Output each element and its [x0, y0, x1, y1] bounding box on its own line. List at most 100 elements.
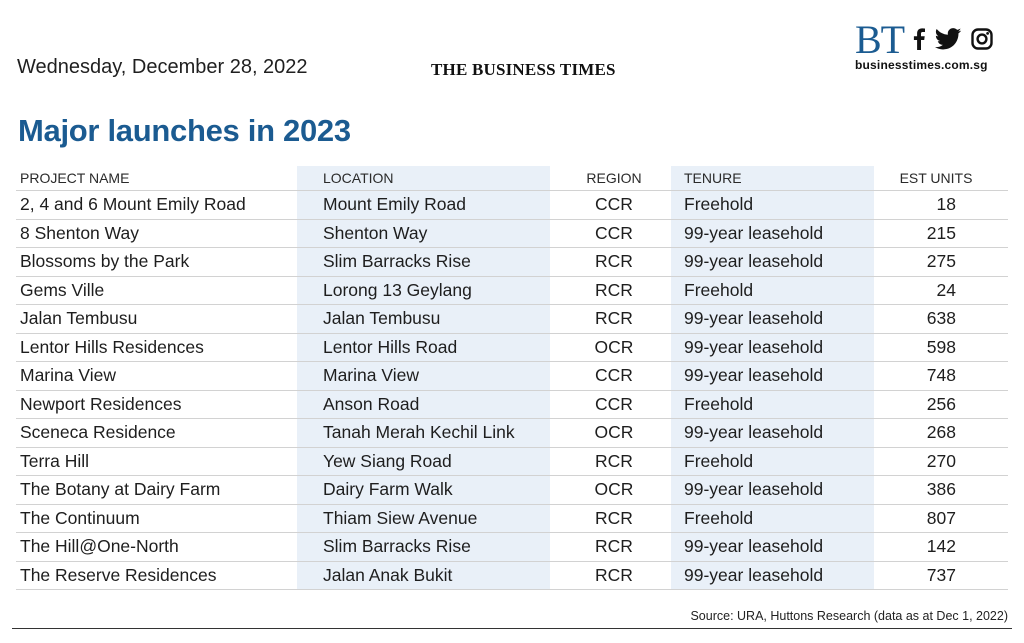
project-name-cell: Terra Hill — [20, 450, 90, 471]
location-cell: Lorong 13 Geylang — [323, 279, 472, 300]
est-units-cell: 270 — [926, 450, 956, 471]
est-units-cell: 24 — [936, 279, 956, 300]
est-units-cell: 807 — [926, 507, 956, 528]
region-cell: RCR — [595, 308, 633, 329]
region-cell: OCR — [594, 422, 634, 443]
location-cell: Marina View — [323, 365, 419, 386]
table-row: Blossoms by the Park Slim Barracks Rise RC… — [16, 248, 1008, 277]
region-cell: RCR — [595, 251, 633, 272]
location-cell: Anson Road — [323, 393, 420, 414]
est-units-cell: 386 — [926, 479, 956, 500]
tenure-cell: 99-year leasehold — [684, 308, 824, 329]
social-links — [913, 28, 993, 50]
region-cell: RCR — [595, 279, 633, 300]
est-units-cell: 142 — [926, 536, 956, 557]
masthead: THE BUSINESS TIMES — [431, 60, 616, 79]
launches-table: PROJECT NAME LOCATION REGION TENURE EST … — [16, 166, 1008, 590]
location-cell: Dairy Farm Walk — [323, 479, 453, 500]
source-note: Source: URA, Huttons Research (data as a… — [690, 609, 1008, 623]
location-cell: Slim Barracks Rise — [323, 536, 471, 557]
location-cell: Mount Emily Road — [323, 194, 466, 215]
table-row: Jalan Tembusu Jalan Tembusu RCR 99-year lea… — [16, 305, 1008, 334]
est-units-cell: 748 — [926, 365, 956, 386]
tenure-column-shade — [671, 166, 874, 589]
table-row: 8 Shenton Way Shenton Way CCR 99-year lease… — [16, 220, 1008, 248]
location-cell: Jalan Tembusu — [323, 308, 441, 329]
project-name-cell: Newport Residences — [20, 393, 182, 414]
brand-block: BT businesstimes.com.sg — [855, 20, 1005, 76]
location-cell: Slim Barracks Rise — [323, 251, 471, 272]
est-units-cell: 18 — [936, 194, 956, 215]
website-label: businesstimes.com.sg — [855, 58, 988, 72]
tenure-cell: 99-year leasehold — [684, 536, 824, 557]
table-row: Lentor Hills Residences Lentor Hills Road… — [16, 334, 1008, 362]
tenure-cell: Freehold — [684, 450, 754, 471]
tenure-cell: Freehold — [684, 279, 754, 300]
project-name-cell: Marina View — [20, 365, 116, 386]
twitter-icon[interactable] — [934, 28, 962, 50]
bottom-rule — [12, 628, 1012, 629]
est-units-cell: 215 — [926, 222, 956, 243]
est-units-cell: 256 — [926, 393, 956, 414]
tenure-cell: 99-year leasehold — [684, 336, 824, 357]
est-units-cell: 598 — [926, 336, 956, 357]
header-tenure: TENURE — [684, 170, 742, 186]
region-cell: CCR — [595, 222, 633, 243]
facebook-icon[interactable] — [913, 28, 925, 50]
region-cell: RCR — [595, 507, 633, 528]
header-region: REGION — [586, 170, 642, 186]
est-units-cell: 737 — [926, 564, 956, 585]
tenure-cell: 99-year leasehold — [684, 479, 824, 500]
est-units-cell: 638 — [926, 308, 956, 329]
project-name-cell: The Botany at Dairy Farm — [20, 479, 221, 500]
region-cell: RCR — [595, 536, 633, 557]
project-name-cell: Blossoms by the Park — [20, 251, 190, 272]
table-row: Gems Ville Lorong 13 Geylang RCR Freehold 24 — [16, 277, 1008, 305]
region-cell: CCR — [595, 194, 633, 215]
date-label: Wednesday, December 28, 2022 — [17, 56, 308, 78]
est-units-cell: 268 — [926, 422, 956, 443]
location-cell: Yew Siang Road — [323, 450, 452, 471]
region-cell: RCR — [595, 450, 633, 471]
table-row: The Botany at Dairy Farm Dairy Farm Walk O… — [16, 476, 1008, 505]
tenure-cell: 99-year leasehold — [684, 422, 824, 443]
header-location: LOCATION — [323, 170, 394, 186]
project-name-cell: The Hill@One-North — [20, 536, 179, 557]
table-row: Terra Hill Yew Siang Road RCR Freehold 270 — [16, 448, 1008, 476]
region-cell: CCR — [595, 365, 633, 386]
tenure-cell: 99-year leasehold — [684, 251, 824, 272]
tenure-cell: 99-year leasehold — [684, 564, 824, 585]
project-name-cell: The Reserve Residences — [20, 564, 217, 585]
region-cell: RCR — [595, 564, 633, 585]
region-cell: CCR — [595, 393, 633, 414]
project-name-cell: The Continuum — [20, 507, 140, 528]
header-est-units: EST UNITS — [899, 170, 973, 186]
table-row: 2, 4 and 6 Mount Emily Road Mount Emily R… — [16, 191, 1008, 220]
tenure-cell: 99-year leasehold — [684, 365, 824, 386]
table-row: Marina View Marina View CCR 99-year leaseho… — [16, 362, 1008, 391]
table-row: The Reserve Residences Jalan Anak Bukit RC… — [16, 562, 1008, 590]
tenure-cell: Freehold — [684, 507, 754, 528]
tenure-cell: Freehold — [684, 194, 754, 215]
chart-title: Major launches in 2023 — [18, 113, 351, 148]
tenure-cell: Freehold — [684, 393, 754, 414]
location-cell: Tanah Merah Kechil Link — [323, 422, 515, 443]
region-cell: OCR — [594, 336, 634, 357]
location-column-shade — [297, 166, 550, 589]
project-name-cell: 2, 4 and 6 Mount Emily Road — [20, 194, 246, 215]
project-name-cell: Gems Ville — [20, 279, 105, 300]
header-project-name: PROJECT NAME — [20, 170, 130, 186]
instagram-icon[interactable] — [971, 28, 993, 50]
project-name-cell: Sceneca Residence — [20, 422, 176, 443]
location-cell: Jalan Anak Bukit — [323, 564, 453, 585]
table-row: The Hill@One-North Slim Barracks Rise RCR 9… — [16, 533, 1008, 562]
location-cell: Lentor Hills Road — [323, 336, 458, 357]
tenure-cell: 99-year leasehold — [684, 222, 824, 243]
project-name-cell: Lentor Hills Residences — [20, 336, 204, 357]
project-name-cell: Jalan Tembusu — [20, 308, 138, 329]
location-cell: Thiam Siew Avenue — [323, 507, 478, 528]
table-row: The Continuum Thiam Siew Avenue RCR Freehol… — [16, 505, 1008, 533]
est-units-cell: 275 — [926, 251, 956, 272]
project-name-cell: 8 Shenton Way — [20, 222, 140, 243]
table-row: Sceneca Residence Tanah Merah Kechil Link… — [16, 419, 1008, 448]
